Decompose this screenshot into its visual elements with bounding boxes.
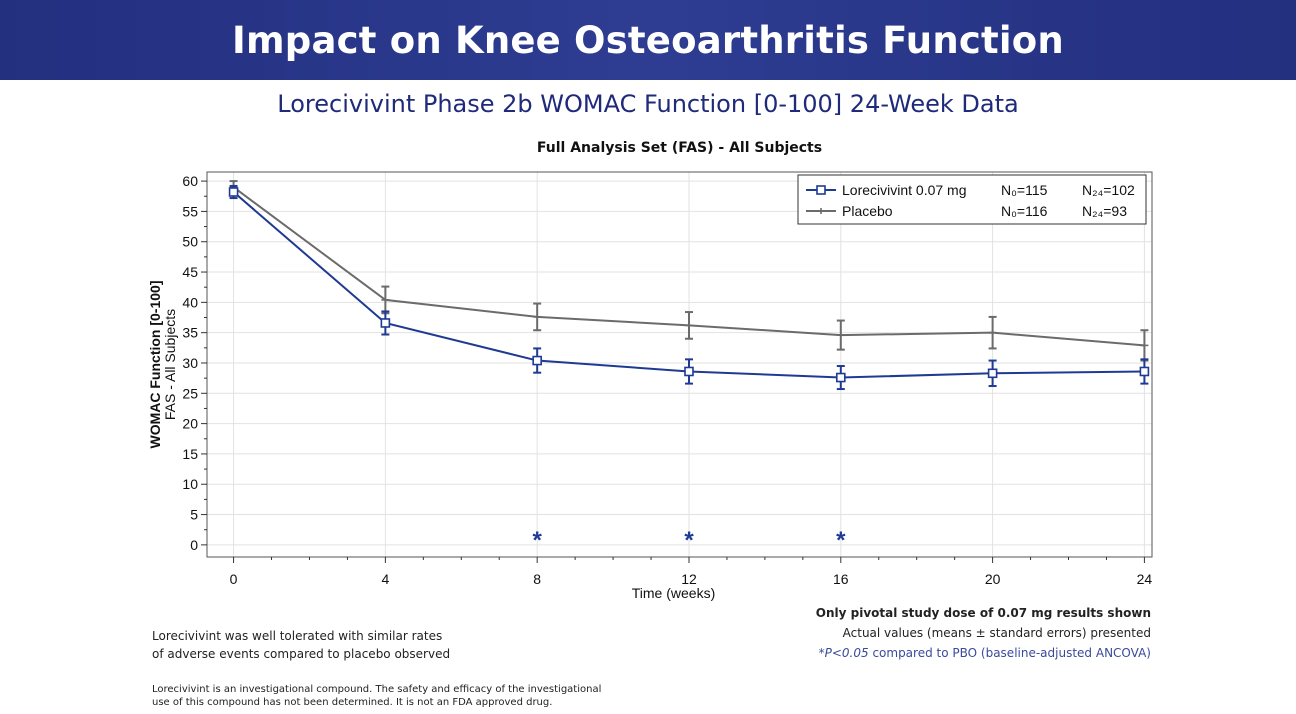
y-tick-label: 35: [182, 325, 198, 341]
x-tick-label: 4: [381, 571, 389, 587]
gridlines: [207, 172, 1152, 557]
actual-values-note: Actual values (means ± standard errors) …: [842, 626, 1151, 640]
disclaimer: Lorecivivint is an investigational compo…: [152, 683, 601, 709]
tolerability-note: Lorecivivint was well tolerated with sim…: [152, 627, 450, 663]
series-placebo: [229, 180, 1149, 362]
data-point: [228, 187, 239, 197]
legend-box: [797, 174, 1147, 225]
y-tick-label: 30: [182, 355, 198, 371]
x-axis-label: Time (weeks): [632, 585, 716, 601]
y-tick-label: 55: [182, 203, 198, 219]
data-point: [532, 355, 542, 366]
y-tick-label: 60: [182, 173, 198, 189]
legend-label: Lorecivivint 0.07 mg: [842, 182, 967, 198]
legend-n0: N₀=115: [1001, 182, 1048, 198]
slide-subtitle: Lorecivivint Phase 2b WOMAC Function [0-…: [277, 90, 1019, 118]
disclaimer-line-1: Lorecivivint is an investigational compo…: [152, 684, 602, 695]
x-axis: 0 4 8 12 16 20 24: [230, 557, 1153, 587]
tolerability-line-1: Lorecivivint was well tolerated with sim…: [152, 629, 443, 643]
significance-marker: *: [836, 527, 846, 554]
y-tick-label: 20: [182, 416, 198, 432]
disclaimer-line-2: use of this compound has not been determ…: [152, 697, 553, 708]
legend-marker: [816, 185, 826, 195]
slide-title: Impact on Knee Osteoarthritis Function: [232, 18, 1064, 62]
data-point: [987, 368, 998, 379]
legend-n24: N₂₄=102: [1082, 182, 1135, 198]
pivotal-note: Only pivotal study dose of 0.07 mg resul…: [815, 606, 1151, 620]
y-tick-label: 45: [182, 264, 198, 280]
y-tick-label: 5: [190, 507, 198, 523]
significance-marker: *: [533, 527, 543, 554]
y-tick-label: 15: [182, 446, 198, 462]
x-tick-label: 0: [230, 571, 238, 587]
legend: Lorecivivint 0.07 mg N₀=115 N₂₄=102 Placebo…: [797, 174, 1147, 225]
y-tick-label: 25: [182, 385, 198, 401]
x-tick-label: 12: [681, 571, 697, 587]
y-axis-label: WOMAC Function [0-100]: [147, 281, 163, 449]
y-axis-label-secondary: FAS - All Subjects: [162, 309, 178, 420]
y-tick-label: 50: [182, 234, 198, 250]
y-tick-label: 10: [182, 476, 198, 492]
chart-title: Full Analysis Set (FAS) - All Subjects: [537, 140, 822, 156]
y-tick-label: 0: [190, 537, 198, 553]
y-axis: 0 5 10 15 20 25 30 35 40 45 50 55 60: [182, 173, 207, 553]
tolerability-line-2: of adverse events compared to placebo ob…: [152, 647, 451, 661]
p-value-text: *P<0.05: [818, 646, 869, 660]
legend-n24: N₂₄=93: [1082, 203, 1127, 219]
series-lorecivivint: [228, 184, 1150, 391]
data-point: [380, 318, 391, 328]
x-tick-label: 8: [533, 571, 541, 587]
x-tick-label: 16: [833, 571, 849, 587]
data-point: [1139, 366, 1150, 377]
legend-n0: N₀=116: [1001, 203, 1048, 219]
x-tick-label: 24: [1137, 571, 1153, 587]
data-point: [684, 366, 694, 377]
header-banner: Impact on Knee Osteoarthritis Function: [0, 0, 1296, 80]
legend-label: Placebo: [842, 203, 893, 219]
p-value-note: *P<0.05 compared to PBO (baseline-adjust…: [819, 646, 1151, 660]
significance-marker: *: [684, 527, 694, 554]
data-point: [835, 372, 846, 383]
plot-frame: [206, 171, 1153, 558]
y-tick-label: 40: [182, 294, 198, 310]
x-tick-label: 20: [985, 571, 1001, 587]
p-value-rest: compared to PBO (baseline-adjusted ANCOV…: [868, 646, 1151, 660]
